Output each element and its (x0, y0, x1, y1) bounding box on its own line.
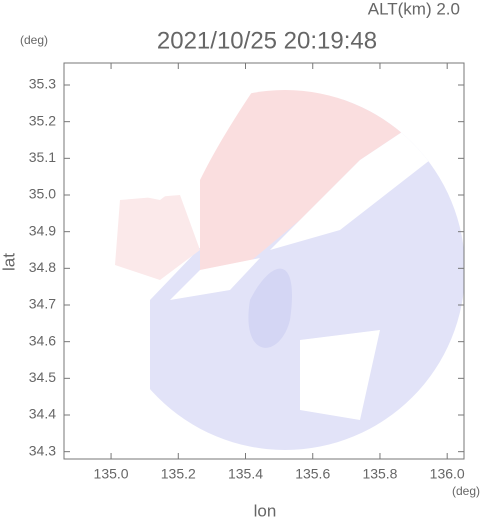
y-tick-label: 35.3 (29, 76, 56, 92)
x-unit: (deg) (452, 484, 480, 498)
x-tick-label: 135.8 (362, 466, 397, 482)
y-tick-label: 34.3 (29, 442, 56, 458)
y-axis-label: lat (0, 253, 18, 271)
y-tick-label: 34.8 (29, 259, 56, 275)
x-tick-label: 136.0 (430, 466, 465, 482)
subtitle: ALT(km) 2.0 (368, 0, 460, 18)
x-tick-label: 135.2 (161, 466, 196, 482)
y-unit: (deg) (20, 33, 48, 47)
y-tick-label: 35.2 (29, 112, 56, 128)
y-tick-label: 34.7 (29, 296, 56, 312)
y-tick-label: 34.5 (29, 369, 56, 385)
y-tick-label: 34.4 (29, 406, 56, 422)
y-tick-label: 34.6 (29, 332, 56, 348)
y-tick-label: 34.9 (29, 222, 56, 238)
x-tick-label: 135.0 (94, 466, 129, 482)
x-axis-label: lon (254, 501, 277, 520)
y-tick-label: 35.1 (29, 149, 56, 165)
chart-title: 2021/10/25 20:19:48 (157, 27, 377, 54)
x-tick-label: 135.4 (228, 466, 263, 482)
y-tick-label: 35.0 (29, 186, 56, 202)
x-tick-label: 135.6 (295, 466, 330, 482)
plot-frame (63, 62, 465, 460)
velocity-field (64, 63, 464, 451)
